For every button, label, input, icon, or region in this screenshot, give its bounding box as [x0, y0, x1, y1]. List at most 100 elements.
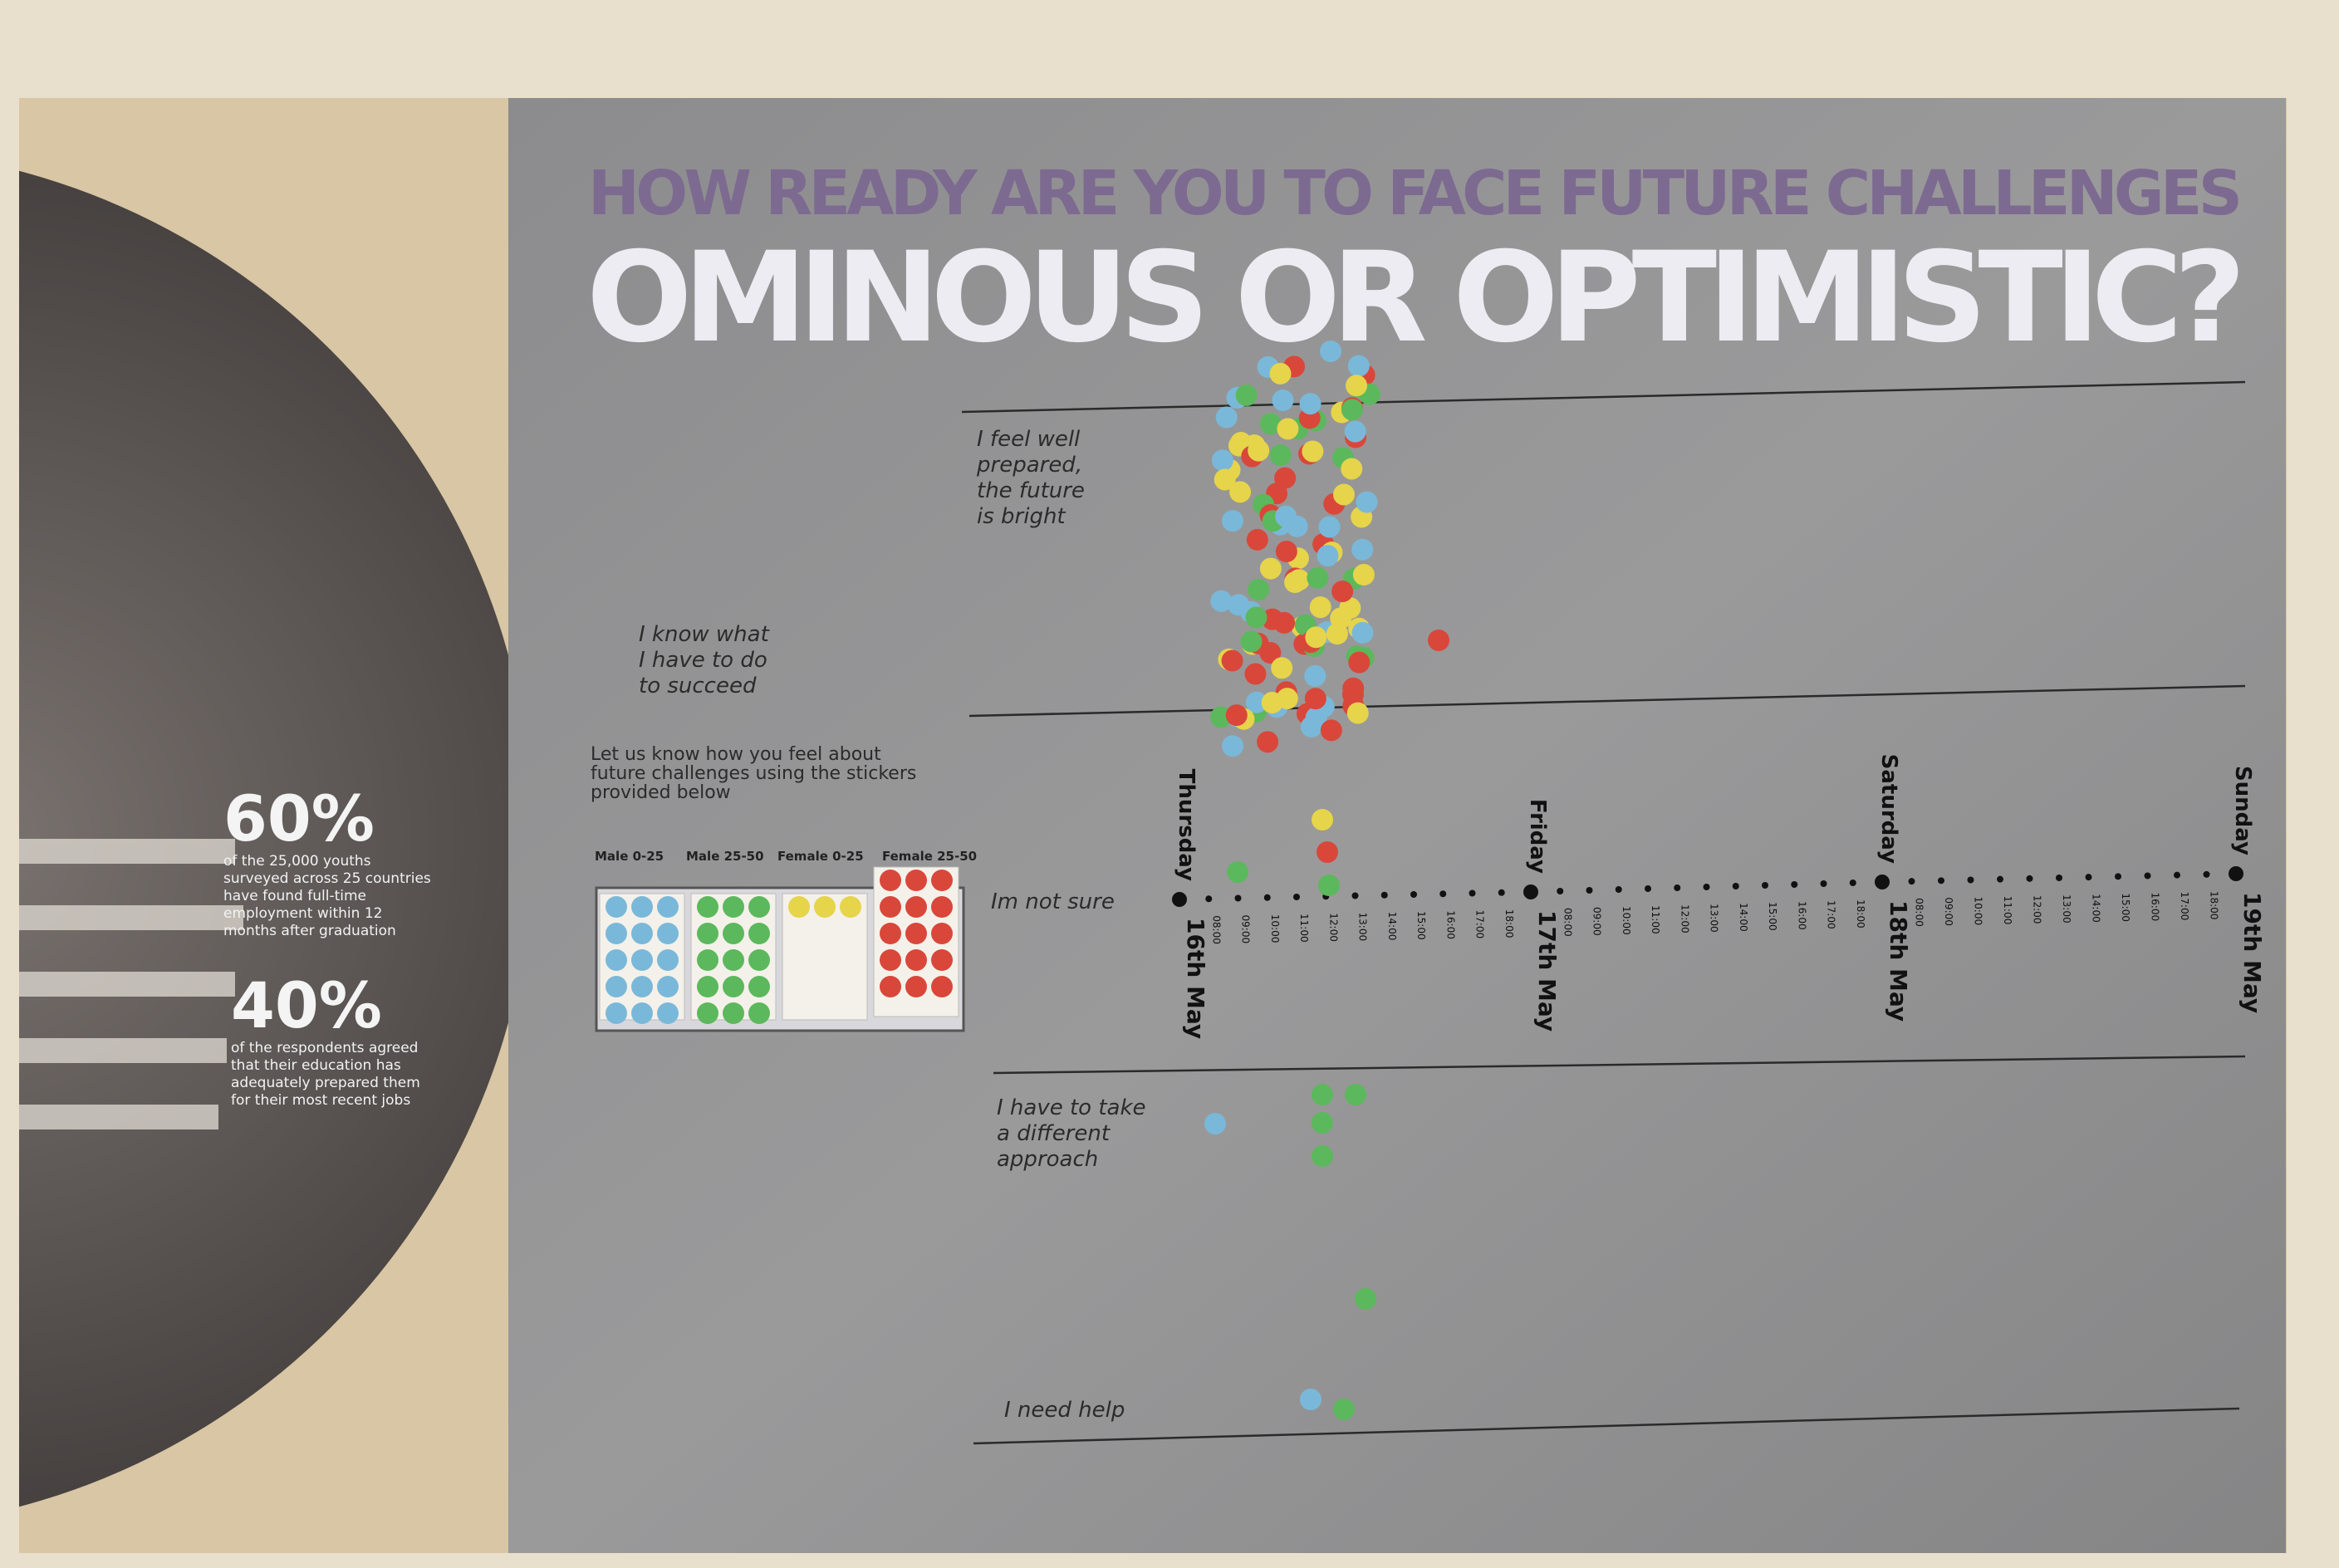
- placed-sticker: [1260, 558, 1282, 580]
- placed-sticker: [1331, 581, 1353, 602]
- placed-sticker: [1320, 341, 1341, 362]
- hour-label: 08:00: [1562, 908, 1573, 937]
- hour-label: 12:00: [2032, 895, 2043, 924]
- sticker: [931, 949, 953, 971]
- hour-label: 14:00: [1386, 912, 1398, 941]
- sticker: [723, 976, 744, 997]
- placed-sticker: [1302, 440, 1323, 462]
- hour-label: 08:00: [1914, 898, 1925, 927]
- placed-sticker: [1318, 875, 1340, 896]
- stat-text: employment within 12: [223, 905, 382, 922]
- placed-sticker: [1226, 704, 1248, 726]
- sticker: [606, 896, 627, 918]
- stat-text: surveyed across 25 countries: [223, 870, 431, 887]
- sticker: [905, 870, 927, 891]
- placed-sticker: [1348, 355, 1370, 377]
- stat-text: for their most recent jobs: [231, 1092, 410, 1109]
- hour-dot: [1469, 890, 1476, 897]
- day-name: Sunday: [2230, 766, 2255, 855]
- day-date: 18th May: [1885, 900, 1912, 1022]
- sticker: [748, 949, 770, 971]
- stat-value: 40%: [231, 968, 382, 1042]
- day-name: Saturday: [1876, 754, 1901, 864]
- hour-dot: [1439, 890, 1446, 897]
- sticker: [631, 896, 653, 918]
- sticker-group-label: Female 25-50: [882, 849, 977, 864]
- stat-text: of the 25,000 youths: [223, 853, 371, 870]
- sticker: [814, 896, 836, 918]
- scale-label: I need help: [1004, 1398, 1125, 1423]
- placed-sticker: [1277, 418, 1298, 439]
- placed-sticker: [1204, 1113, 1226, 1134]
- board-photo: HOW READY ARE YOU TO FACE FUTURE CHALLEN…: [0, 0, 2339, 1568]
- placed-sticker: [1333, 1399, 1355, 1420]
- placed-sticker: [1312, 809, 1333, 831]
- scale-label: I have to take: [997, 1095, 1146, 1120]
- hour-dot: [1586, 887, 1593, 894]
- placed-sticker: [1222, 735, 1243, 757]
- sticker: [631, 1002, 653, 1024]
- hour-label: 10:00: [1621, 906, 1632, 935]
- hour-label: 11:00: [2002, 896, 2013, 925]
- scale-label: prepared,: [976, 453, 1082, 478]
- placed-sticker: [1244, 664, 1266, 685]
- hour-label: 13:00: [1709, 904, 1720, 933]
- sticker: [657, 923, 679, 944]
- placed-sticker: [1326, 623, 1348, 644]
- sticker: [748, 896, 770, 918]
- sticker: [905, 896, 927, 918]
- scale-label: I know what: [639, 622, 770, 647]
- hour-label: 09:00: [1240, 915, 1252, 944]
- hour-dot: [1791, 881, 1797, 888]
- placed-sticker: [1270, 444, 1292, 466]
- sticker: [697, 949, 718, 971]
- placed-sticker: [1272, 390, 1293, 411]
- sticker: [880, 870, 901, 891]
- sticker: [697, 976, 718, 997]
- hour-label: 15:00: [1767, 902, 1778, 931]
- stat-text: adequately prepared them: [231, 1075, 420, 1091]
- hour-dot: [1704, 884, 1710, 890]
- placed-sticker: [1333, 483, 1355, 505]
- hour-label: 18:00: [1503, 909, 1515, 938]
- hour-dot: [1498, 889, 1505, 896]
- placed-sticker: [1301, 716, 1322, 737]
- placed-sticker: [1305, 626, 1326, 648]
- placed-sticker: [1346, 375, 1367, 396]
- hour-label: 17:00: [2179, 892, 2190, 921]
- placed-sticker: [1240, 631, 1262, 653]
- sticker: [697, 923, 718, 944]
- sticker: [880, 976, 901, 997]
- placed-sticker: [1277, 688, 1298, 709]
- hour-label: 14:00: [1738, 903, 1749, 932]
- instructions: provided below: [591, 782, 731, 803]
- hour-dot: [2056, 875, 2062, 881]
- hour-dot: [2086, 874, 2092, 880]
- placed-sticker: [1257, 731, 1278, 752]
- hour-dot: [1205, 895, 1212, 902]
- sticker: [723, 1002, 744, 1024]
- hour-dot: [1235, 895, 1242, 902]
- hour-label: 10:00: [1269, 914, 1281, 943]
- sticker: [880, 949, 901, 971]
- placed-sticker: [1312, 1145, 1333, 1167]
- hour-dot: [1850, 880, 1856, 886]
- hour-dot: [2174, 872, 2180, 879]
- sticker-group-label: Female 0-25: [777, 849, 864, 864]
- placed-sticker: [1229, 481, 1251, 502]
- sticker: [788, 896, 810, 918]
- instructions: Let us know how you feel about: [591, 744, 881, 765]
- sticker-group-label: Male 25-50: [686, 849, 764, 864]
- placed-sticker: [1355, 1288, 1376, 1310]
- sticker: [748, 976, 770, 997]
- stat-text: have found full-time: [223, 888, 366, 904]
- sticker: [931, 870, 953, 891]
- hour-dot: [1264, 894, 1271, 901]
- day-name: Thursday: [1174, 769, 1199, 881]
- day-marker: [2229, 866, 2243, 881]
- hour-label: 15:00: [1415, 911, 1427, 940]
- hour-dot: [1938, 877, 1944, 884]
- hour-dot: [2145, 873, 2151, 880]
- scale-label: to succeed: [639, 674, 757, 698]
- hour-dot: [2027, 875, 2033, 882]
